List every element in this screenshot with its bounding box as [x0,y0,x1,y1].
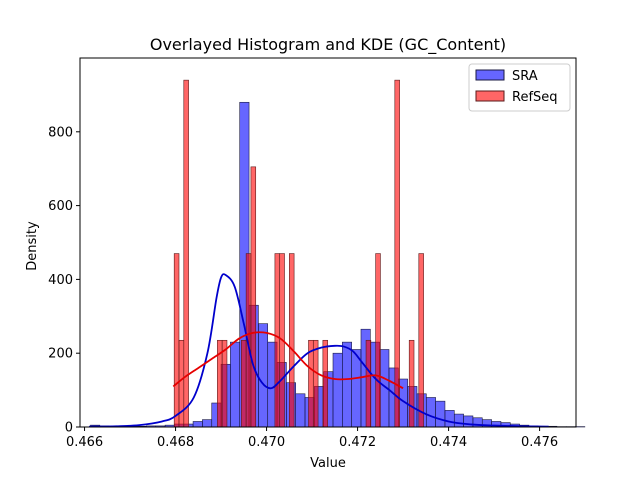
refseq-bar [408,339,415,428]
chart-title: Overlayed Histogram and KDE (GC_Content) [150,35,506,55]
x-tick-label: 0.476 [521,435,558,450]
sra-bar [192,421,203,428]
refseq-bar [274,253,281,428]
refseq-bar [394,79,400,428]
refseq-bar [289,253,295,428]
x-tick-label: 0.466 [66,435,103,450]
sra-bar [202,419,213,428]
x-axis-label: Value [310,456,346,471]
refseq-bar [312,339,319,428]
legend-swatch-refseq [475,90,505,102]
plot-area [89,79,586,428]
sra-bar [444,410,455,428]
sra-bar [295,393,306,428]
refseq-bar [241,339,247,428]
sra-bar [258,323,269,428]
sra-bar [230,341,241,428]
sra-bar [463,415,474,428]
legend: SRA RefSeq [468,63,571,112]
axes-frame [79,57,577,428]
sra-kde-line [89,273,549,428]
x-tick-label: 0.474 [430,435,467,450]
refseq-bar [418,253,424,428]
x-tick-label: 0.468 [157,435,194,450]
y-tick-label: 200 [48,347,73,362]
sra-bar [425,397,436,428]
sra-bar [453,413,464,428]
legend-label-sra: SRA [512,69,538,84]
x-axis-ticks: 0.466 0.468 0.470 0.472 0.474 0.476 [66,427,558,450]
x-tick-label: 0.470 [248,435,285,450]
sra-bar [435,400,446,428]
refseq-bar [221,339,228,428]
refseq-bar [322,339,328,428]
sra-bar [342,341,352,428]
legend-label-refseq: RefSeq [512,90,558,105]
refseq-bar [365,339,372,428]
y-tick-label: 600 [48,199,73,214]
y-tick-label: 400 [48,273,73,288]
refseq-bar [375,253,381,428]
legend-swatch-sra [475,69,505,81]
y-axis-label: Density [25,221,40,271]
sra-bar [332,352,343,428]
x-tick-label: 0.472 [339,435,376,450]
refseq-kde-line [172,331,404,390]
y-tick-label: 0 [65,421,73,436]
refseq-bar [173,253,180,428]
sra-bar [351,349,362,428]
sra-histogram [90,101,586,428]
refseq-bar [308,339,314,428]
refseq-histogram [173,79,424,428]
y-tick-label: 800 [48,125,73,140]
y-axis-ticks: 0 200 400 600 800 [48,125,80,436]
refseq-bar [250,166,257,428]
